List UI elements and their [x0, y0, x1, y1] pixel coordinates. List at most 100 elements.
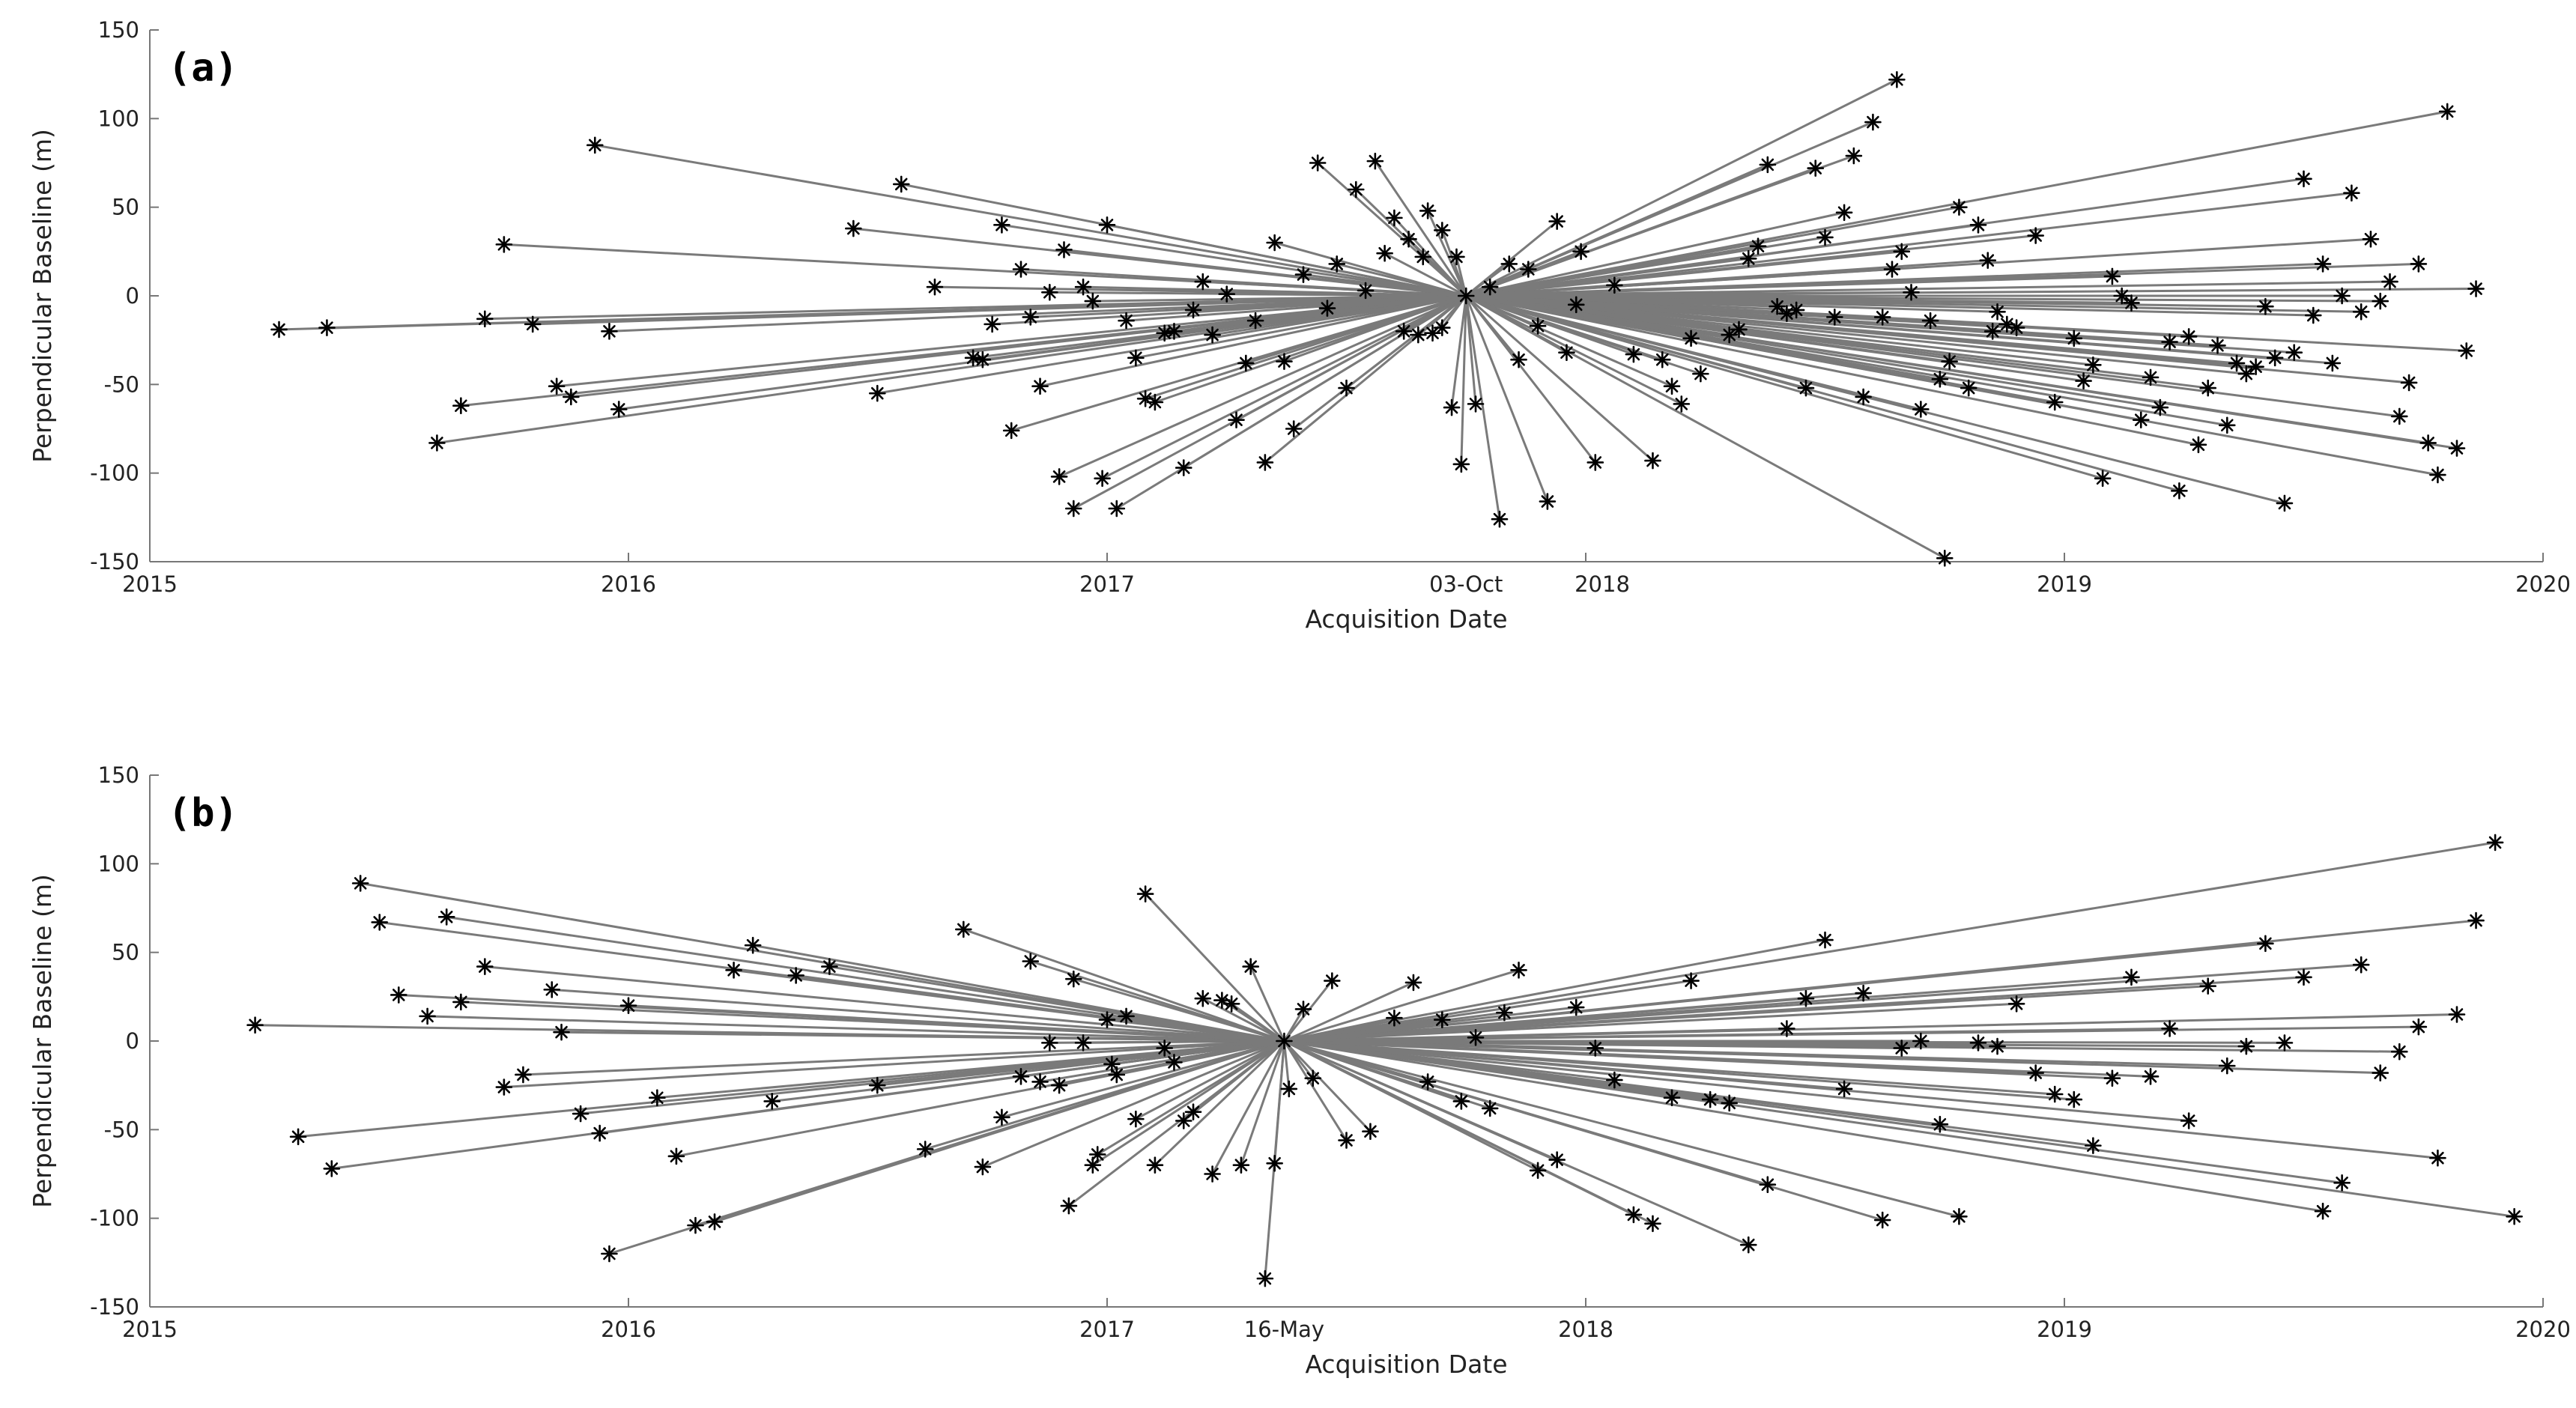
acquisition-point — [1520, 261, 1537, 278]
star-stroke — [1148, 1159, 1162, 1171]
acquisition-markers — [246, 834, 2523, 1287]
star-stroke — [1483, 280, 1497, 294]
baseline-link — [427, 1015, 1285, 1043]
star-stroke — [1665, 380, 1679, 393]
star-stroke — [1024, 311, 1037, 324]
acquisition-point — [2199, 977, 2216, 995]
star-stroke — [2354, 305, 2368, 318]
star-stroke — [2345, 186, 2358, 200]
star-stroke — [1421, 1075, 1434, 1088]
star-stroke — [1426, 327, 1439, 340]
acquisition-point — [1309, 154, 1327, 172]
star-stroke — [1885, 263, 1899, 276]
baseline-link — [446, 915, 1285, 1043]
star-stroke — [1531, 319, 1545, 333]
baseline-link — [657, 1040, 1285, 1099]
baseline-link — [1466, 294, 2362, 313]
star-stroke — [1991, 1040, 2004, 1053]
acquisition-point — [2046, 393, 2064, 411]
acquisition-point — [543, 981, 561, 998]
star-stroke — [588, 139, 601, 152]
baseline-link — [1040, 294, 1467, 388]
star-stroke — [1857, 986, 1870, 1000]
star-stroke — [790, 969, 802, 982]
acquisition-point — [1644, 1215, 1661, 1233]
star-stroke — [1891, 73, 1903, 86]
star-stroke — [249, 1019, 261, 1031]
star-stroke — [1450, 250, 1463, 264]
acquisition-point — [2171, 482, 2188, 500]
star-stroke — [870, 386, 884, 400]
acquisition-point — [1749, 237, 1767, 255]
star-stroke — [273, 323, 285, 336]
acquisition-point — [318, 319, 336, 336]
star-stroke — [1388, 211, 1401, 225]
star-stroke — [2125, 297, 2138, 309]
star-stroke — [1139, 392, 1152, 405]
baseline-link — [1284, 976, 2304, 1043]
star-stroke — [2422, 437, 2434, 449]
acquisition-point — [649, 1089, 666, 1107]
star-stroke — [1268, 1157, 1281, 1170]
acquisition-point — [2123, 968, 2140, 986]
acquisition-point — [1098, 1011, 1116, 1028]
baseline-link — [1249, 965, 1285, 1042]
star-stroke — [392, 989, 405, 1001]
acquisition-point — [1586, 1040, 1604, 1057]
star-stroke — [2306, 309, 2320, 322]
x-axis-title: Acquisition Date — [1305, 1350, 1507, 1379]
star-stroke — [2048, 1087, 2061, 1101]
acquisition-point — [1845, 147, 1863, 165]
star-stroke — [1100, 219, 1114, 231]
star-stroke — [2402, 376, 2416, 389]
x-axis-title: Acquisition Date — [1305, 604, 1507, 634]
star-stroke — [1828, 311, 1841, 324]
star-stroke — [1560, 346, 1573, 359]
baseline-link — [1466, 177, 2304, 297]
star-stroke — [976, 1160, 990, 1174]
acquisition-point — [1625, 345, 1643, 363]
star-stroke — [1933, 372, 1947, 386]
acquisition-point — [2343, 184, 2360, 202]
baseline-link — [1283, 980, 1333, 1042]
star-stroke — [1067, 972, 1080, 986]
star-stroke — [995, 1111, 1008, 1124]
acquisition-point — [725, 962, 742, 979]
star-stroke — [1589, 1042, 1602, 1055]
baseline-link — [503, 1040, 1285, 1089]
star-stroke — [1962, 381, 1975, 395]
acquisition-point — [2247, 358, 2264, 375]
acquisition-point — [495, 1078, 513, 1096]
acquisition-point — [2410, 1018, 2428, 1036]
star-stroke — [1703, 1093, 1717, 1106]
acquisition-point — [1481, 1099, 1499, 1117]
reference-acquisition-point — [1276, 1032, 1293, 1050]
baseline-link — [1465, 78, 1898, 297]
star-stroke — [1924, 314, 1937, 327]
star-stroke — [1943, 355, 1956, 368]
star-stroke — [1455, 1095, 1468, 1108]
acquisition-point — [1294, 1001, 1312, 1018]
acquisition-point — [744, 936, 762, 954]
acquisition-point — [2314, 1202, 2332, 1220]
star-stroke — [1455, 458, 1468, 471]
acquisition-point — [1050, 1076, 1068, 1094]
baseline-link — [877, 294, 1467, 395]
star-stroke — [2354, 958, 2368, 971]
star-stroke — [1876, 1213, 1889, 1227]
acquisition-point — [1467, 1028, 1485, 1046]
star-stroke — [1541, 495, 1554, 508]
y-tick-label: 100 — [98, 851, 139, 876]
star-stroke — [1876, 311, 1889, 324]
acquisition-point — [2237, 365, 2255, 383]
star-stroke — [1014, 263, 1028, 276]
acquisition-point — [1931, 370, 1949, 388]
acquisition-point — [1912, 1032, 1930, 1050]
acquisition-point — [2142, 368, 2160, 386]
baseline-link — [1284, 938, 1825, 1043]
acquisition-point — [591, 1124, 608, 1142]
star-stroke — [1058, 243, 1070, 256]
star-stroke — [2067, 1093, 2081, 1106]
acquisition-point — [1166, 323, 1183, 340]
star-stroke — [1168, 325, 1181, 338]
